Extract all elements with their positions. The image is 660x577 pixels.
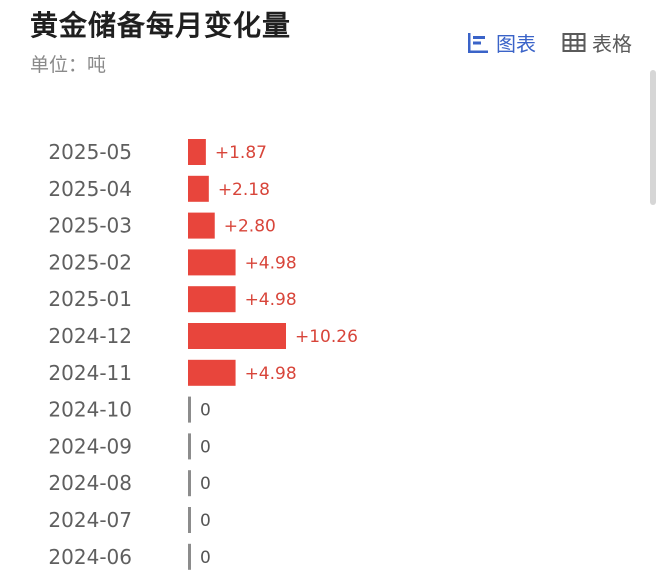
category-label: 2024-11 bbox=[48, 361, 132, 385]
value-label: +4.98 bbox=[245, 290, 297, 310]
bar[interactable] bbox=[188, 543, 191, 570]
category-label: 2024-12 bbox=[48, 324, 132, 348]
tab-table-label: 表格 bbox=[592, 32, 632, 56]
unit-label: 单位：吨 bbox=[30, 54, 107, 76]
tab-chart-label: 图表 bbox=[496, 32, 536, 56]
bar-chart-icon bbox=[466, 31, 490, 55]
tab-table[interactable]: 表格 bbox=[562, 28, 632, 57]
category-label: 2024-07 bbox=[48, 508, 132, 532]
bar[interactable] bbox=[188, 359, 236, 386]
bar[interactable] bbox=[188, 139, 206, 165]
category-label: 2025-03 bbox=[48, 214, 132, 238]
bar[interactable] bbox=[188, 470, 191, 497]
value-label: +2.80 bbox=[224, 217, 276, 237]
category-label: 2025-02 bbox=[48, 250, 132, 274]
category-label: 2024-06 bbox=[48, 545, 132, 569]
category-label: 2025-04 bbox=[48, 177, 132, 201]
value-label: +2.18 bbox=[218, 180, 270, 200]
value-label: +10.26 bbox=[295, 327, 358, 347]
tab-chart[interactable]: 图表 bbox=[466, 28, 536, 57]
category-label: 2024-08 bbox=[48, 471, 132, 495]
table-icon bbox=[562, 32, 586, 54]
value-label: +1.87 bbox=[215, 143, 267, 163]
bar[interactable] bbox=[188, 323, 286, 349]
category-label: 2024-10 bbox=[48, 398, 132, 422]
value-label: 0 bbox=[200, 401, 211, 421]
value-label: 0 bbox=[200, 511, 211, 531]
bar-chart: 2025-05 +1.87 2025-04 +2.18 2025-03 +2.80 2025… bbox=[48, 139, 358, 570]
category-label: 2025-05 bbox=[48, 140, 132, 164]
chart-title: 黄金储备每月变化量 bbox=[30, 9, 292, 42]
bar[interactable] bbox=[188, 212, 215, 239]
value-label: +4.98 bbox=[245, 253, 297, 273]
scrollbar-thumb[interactable] bbox=[650, 70, 656, 205]
value-label: 0 bbox=[200, 548, 211, 568]
bar[interactable] bbox=[188, 249, 236, 276]
value-label: +4.98 bbox=[245, 364, 297, 384]
bar[interactable] bbox=[188, 433, 191, 460]
value-label: 0 bbox=[200, 437, 211, 457]
category-label: 2024-09 bbox=[48, 434, 132, 458]
category-label: 2025-01 bbox=[48, 287, 132, 311]
bar[interactable] bbox=[188, 286, 236, 313]
bar[interactable] bbox=[188, 175, 209, 202]
bar[interactable] bbox=[188, 507, 191, 533]
bar[interactable] bbox=[188, 396, 191, 423]
view-tabs: 图表 表格 bbox=[466, 28, 632, 57]
value-label: 0 bbox=[200, 474, 211, 494]
